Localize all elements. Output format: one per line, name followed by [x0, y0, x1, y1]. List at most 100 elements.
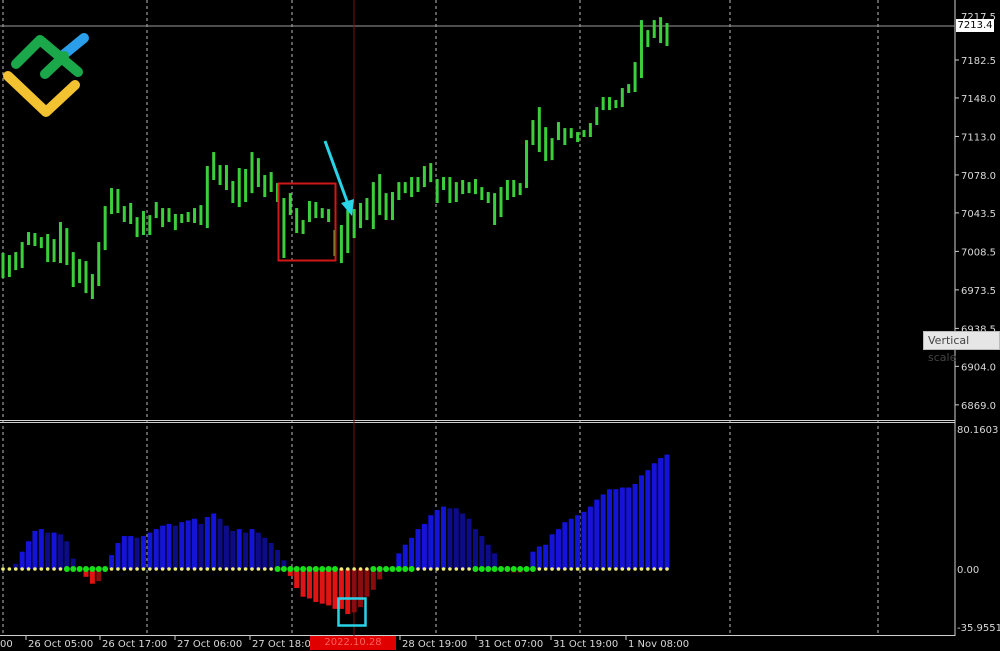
histogram-bar	[300, 569, 306, 597]
signal-dot-active	[383, 566, 390, 572]
price-bar	[231, 181, 235, 203]
logo-yellow-stroke	[3, 71, 80, 117]
signal-dot-active	[325, 566, 332, 572]
histogram-bar	[638, 475, 644, 569]
highlight-box-annotation[interactable]	[277, 182, 337, 262]
signal-dot	[543, 567, 548, 571]
signal-dot	[633, 567, 637, 571]
price-bar	[84, 261, 88, 294]
arrow-annotation[interactable]	[323, 140, 354, 216]
histogram-bar	[319, 569, 325, 604]
signal-dot	[428, 567, 433, 571]
signal-dot	[441, 567, 446, 571]
signal-marker-box[interactable]	[337, 597, 367, 627]
histogram-bar	[255, 532, 261, 569]
price-bar	[135, 217, 139, 238]
price-bar	[7, 255, 11, 278]
price-bar	[90, 274, 94, 300]
oscillator-axis[interactable]: 80.1603 0.00 -35.9551	[957, 425, 1000, 634]
histogram-bar	[147, 532, 153, 569]
price-bar	[480, 187, 484, 201]
histogram-bar	[543, 544, 549, 569]
price-bar	[20, 242, 24, 269]
signal-dot-active	[504, 566, 511, 572]
price-bar	[531, 120, 535, 146]
signal-dot	[582, 567, 586, 571]
price-tick-label: 6973.5	[961, 286, 996, 297]
price-bar	[295, 208, 299, 234]
price-bar	[218, 165, 222, 186]
price-bar	[173, 214, 177, 231]
histogram-bar	[626, 487, 632, 569]
signal-dot-active	[300, 566, 307, 572]
histogram-bar	[32, 530, 38, 569]
price-bar	[620, 88, 624, 108]
signal-dot-active	[370, 566, 377, 572]
grid-lines	[2, 0, 879, 636]
price-axis[interactable]: 7182.5 7148.0 7113.0 7078.0 7043.5 7008.5 6973…	[955, 12, 996, 412]
signal-dot	[45, 567, 50, 571]
histogram-bar	[358, 569, 364, 608]
histogram-bar	[664, 454, 670, 569]
price-bar	[186, 212, 190, 223]
signal-dot-active	[408, 566, 415, 572]
histogram-bar	[128, 536, 134, 569]
time-tick-label: 00	[0, 639, 13, 650]
current-price-label: 7213.4	[956, 19, 994, 32]
signal-dot	[218, 567, 222, 571]
signal-dot	[179, 567, 184, 571]
histogram-bar	[466, 518, 472, 569]
price-bar	[359, 203, 363, 229]
price-bar	[486, 192, 490, 203]
signal-dot	[460, 567, 465, 571]
histogram-bar	[377, 569, 383, 580]
signal-dot	[20, 567, 24, 571]
signal-dot-active	[402, 566, 409, 572]
histogram-bar	[243, 532, 249, 569]
signal-dot	[556, 567, 561, 571]
price-bar	[33, 233, 37, 247]
price-bar	[14, 252, 18, 271]
price-bar	[307, 201, 311, 223]
price-bar	[97, 242, 101, 287]
price-bar	[403, 182, 407, 194]
price-bar	[180, 214, 184, 224]
signal-dot	[109, 567, 114, 571]
price-bar	[65, 228, 69, 266]
price-bar	[601, 97, 605, 111]
time-axis[interactable]: 00 26 Oct 05:00 26 Oct 17:00 27 Oct 06:00 27…	[0, 636, 689, 650]
price-bar	[563, 128, 567, 146]
price-bar	[148, 215, 152, 236]
price-bar	[410, 177, 414, 198]
histogram-bar	[313, 569, 319, 602]
oscillator-histogram	[13, 454, 670, 615]
signal-dot	[116, 567, 120, 571]
signal-dot-active	[63, 566, 70, 572]
signal-dot-active	[280, 566, 287, 572]
signal-dot	[626, 567, 631, 571]
price-tick-label: 6938.5	[961, 324, 996, 335]
arrow-head-icon	[341, 199, 354, 216]
histogram-bar	[192, 518, 198, 569]
signal-dot	[365, 567, 369, 571]
histogram-bar	[351, 569, 357, 613]
price-bar	[646, 30, 650, 48]
signal-dot	[250, 567, 254, 571]
price-bar	[110, 188, 114, 214]
crosshair-time-label: 2022.10.28 11:00	[310, 636, 396, 650]
price-bar	[397, 182, 401, 201]
histogram-bar	[447, 508, 453, 569]
signal-dot-active	[395, 566, 402, 572]
signal-dot	[594, 567, 599, 571]
time-tick-label: 26 Oct 05:00	[28, 639, 93, 650]
price-bar	[224, 165, 228, 191]
price-bar	[154, 202, 158, 219]
signal-dot-active	[498, 566, 504, 572]
price-tick-label: 7078.0	[961, 171, 996, 182]
signal-dot	[33, 567, 37, 571]
signal-dot	[13, 567, 18, 571]
price-bar	[442, 177, 446, 191]
histogram-bar	[619, 487, 625, 569]
price-bar	[58, 222, 62, 264]
